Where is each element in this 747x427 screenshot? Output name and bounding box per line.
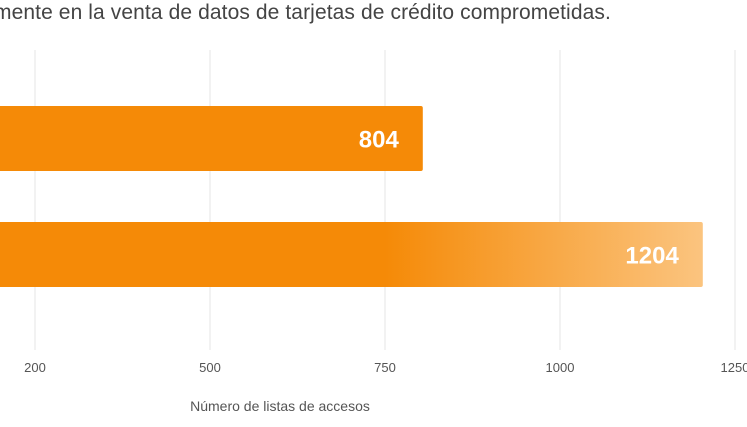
x-tick-label-200: 200 (24, 360, 46, 375)
x-axis-title: Número de listas de accesos (190, 398, 370, 414)
grid-lines (34, 50, 736, 350)
x-axis-ticks: 200 500 750 1000 1250 (24, 360, 747, 375)
x-tick-label-1000: 1000 (546, 360, 575, 375)
bar-value-label-2: 1204 (625, 243, 679, 270)
chart-subtitle: mente en la venta de datos de tarjetas d… (0, 1, 611, 24)
bars (0, 106, 703, 287)
bar-labels: 804 1204 (359, 127, 680, 270)
x-tick-label-1250: 1250 (721, 360, 747, 375)
bar-2 (0, 222, 703, 287)
x-tick-label-750: 750 (374, 360, 396, 375)
bar-1 (0, 106, 423, 171)
bar-value-label-1: 804 (359, 127, 400, 154)
x-tick-label-500: 500 (199, 360, 221, 375)
